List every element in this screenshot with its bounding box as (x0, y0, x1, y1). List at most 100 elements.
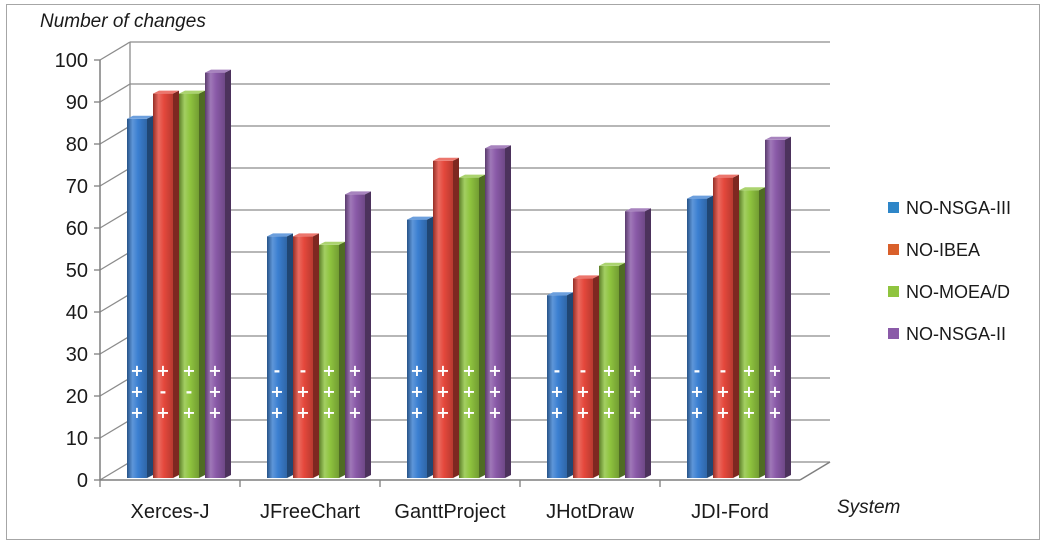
significance-mark: + (550, 403, 563, 422)
bar-side (365, 191, 371, 478)
significance-mark: + (410, 382, 423, 401)
bar (459, 177, 479, 478)
significance-mark: + (296, 403, 309, 422)
significance-mark: + (322, 361, 335, 380)
significance-mark: + (270, 403, 283, 422)
significance-mark: + (768, 403, 781, 422)
bar-side (225, 69, 231, 478)
gridline-diagonal (99, 293, 131, 313)
bar-side (785, 136, 791, 479)
x-category-label: GanttProject (394, 501, 506, 523)
legend-label: NO-NSGA-II (906, 324, 1006, 344)
bar-top (433, 157, 459, 161)
bar (293, 236, 313, 478)
bar (407, 219, 427, 478)
bar-top (459, 174, 485, 178)
gridline-diagonal (99, 335, 131, 355)
bar (345, 194, 365, 478)
bar-top (625, 208, 651, 212)
bar (267, 236, 287, 478)
bar-side (427, 216, 433, 478)
significance-mark: + (742, 361, 755, 380)
gridline-diagonal (99, 461, 131, 481)
label-layer: Number of changes System 0 10 20 30 40 50 60 70… (40, 11, 900, 523)
y-tick-label: 10 (66, 428, 88, 450)
gridline-diagonal (99, 251, 131, 271)
bar-side (453, 157, 459, 479)
bar-top (599, 262, 625, 266)
bar (205, 72, 225, 478)
bar (687, 198, 707, 478)
legend: NO-NSGA-III NO-IBEA NO-MOEA/D NO-NSGA-II (888, 198, 1011, 344)
bar (433, 160, 453, 479)
significance-mark: + (436, 361, 449, 380)
significance-mark: + (742, 382, 755, 401)
x-category-label: JFreeChart (260, 501, 360, 523)
significance-mark: + (156, 361, 169, 380)
bar-side (619, 262, 625, 478)
y-tick-label: 50 (66, 260, 88, 282)
bar (713, 177, 733, 478)
bar-top (407, 216, 433, 220)
y-tick-label: 100 (55, 50, 88, 72)
significance-mark: + (628, 361, 641, 380)
bar-top (205, 69, 231, 73)
legend-swatch (888, 244, 899, 255)
x-category-label: JHotDraw (546, 501, 634, 523)
significance-mark: + (436, 403, 449, 422)
significance-mark: + (348, 382, 361, 401)
bar (485, 148, 505, 478)
significance-mark: + (410, 361, 423, 380)
bar (127, 118, 147, 479)
x-axis-title: System (837, 497, 900, 518)
bar-top (345, 191, 371, 195)
bar-layer: ++++-++-++++-++-++++++++++++++++++++-++-… (127, 69, 791, 479)
bar-side (287, 233, 293, 478)
significance-mark: + (462, 361, 475, 380)
y-tick-label: 40 (66, 302, 88, 324)
significance-mark: + (488, 361, 501, 380)
legend-label: NO-IBEA (906, 240, 980, 260)
bar (179, 93, 199, 478)
bar (153, 93, 173, 478)
legend-label: NO-NSGA-III (906, 198, 1011, 218)
gridline-diagonal (99, 377, 131, 397)
bar-top (687, 195, 713, 199)
bar-side (479, 174, 485, 478)
legend-swatch (888, 328, 899, 339)
significance-mark: + (742, 403, 755, 422)
bar (765, 139, 785, 479)
significance-mark: + (768, 361, 781, 380)
gridline-diagonal (99, 167, 131, 187)
significance-mark: + (690, 403, 703, 422)
y-tick-label: 80 (66, 134, 88, 156)
bar (319, 244, 339, 478)
gridline-diagonal (99, 83, 131, 103)
y-tick-label: 30 (66, 344, 88, 366)
x-category-label: JDI-Ford (691, 501, 769, 523)
bar-side (593, 275, 599, 478)
significance-mark: - (274, 361, 281, 380)
gridline-diagonal (99, 209, 131, 229)
significance-mark: + (322, 403, 335, 422)
bar (599, 265, 619, 478)
bar-top (739, 187, 765, 191)
y-tick-label: 0 (77, 470, 88, 492)
significance-mark: - (554, 361, 561, 380)
y-tick-label: 90 (66, 92, 88, 114)
y-tick-label: 70 (66, 176, 88, 198)
significance-mark: + (628, 382, 641, 401)
significance-mark: + (130, 361, 143, 380)
bar-side (505, 145, 511, 478)
significance-mark: + (270, 382, 283, 401)
significance-mark: + (182, 403, 195, 422)
significance-mark: + (296, 382, 309, 401)
significance-mark: + (462, 403, 475, 422)
significance-mark: + (410, 403, 423, 422)
bar-top (319, 241, 345, 245)
bar-top (127, 115, 153, 119)
bar-top (267, 233, 293, 237)
bar-side (759, 187, 765, 478)
bar-top (713, 174, 739, 178)
